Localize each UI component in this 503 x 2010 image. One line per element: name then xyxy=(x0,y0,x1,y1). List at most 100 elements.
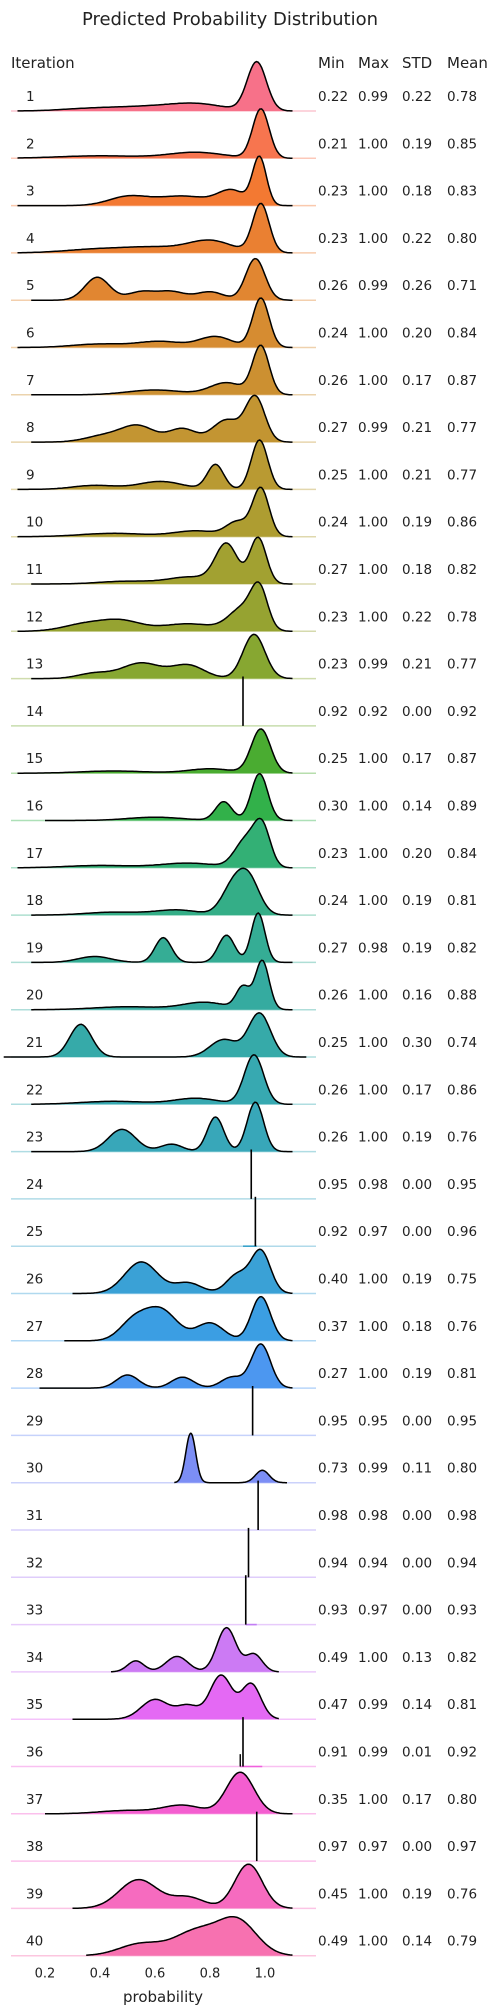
ridge-row-4: 4 0.23 1.00 0.22 0.80 xyxy=(11,202,477,254)
ridge-outline xyxy=(31,536,293,585)
stat-std: 0.22 xyxy=(402,609,432,625)
stat-min: 0.23 xyxy=(318,609,348,625)
ridge-row-27: 27 0.37 1.00 0.18 0.76 xyxy=(11,1295,477,1342)
ridge-outline xyxy=(31,344,293,396)
std-header: STD xyxy=(402,54,432,72)
stat-max: 1.00 xyxy=(358,609,388,625)
ridge-area xyxy=(31,868,293,916)
stat-max: 0.97 xyxy=(358,1603,388,1619)
stat-max: 0.95 xyxy=(358,1413,388,1429)
stat-mean: 0.86 xyxy=(447,1082,477,1098)
stat-mean: 0.81 xyxy=(447,893,477,909)
stat-mean: 0.87 xyxy=(447,751,477,767)
stat-min: 0.26 xyxy=(318,278,348,294)
stat-mean: 0.75 xyxy=(447,1272,477,1288)
stat-max: 1.00 xyxy=(358,1319,388,1335)
ridge-outline xyxy=(45,772,293,822)
stat-min: 0.25 xyxy=(318,467,348,483)
ridge-label: 28 xyxy=(26,1366,43,1382)
stat-min: 0.26 xyxy=(318,988,348,1004)
stat-mean: 0.76 xyxy=(447,1886,477,1902)
iteration-header: Iteration xyxy=(11,54,75,72)
stat-max: 0.99 xyxy=(358,1745,388,1761)
stat-max: 1.00 xyxy=(358,1886,388,1902)
stat-min: 0.92 xyxy=(318,704,348,720)
ridge-area xyxy=(31,345,293,395)
stat-mean: 0.77 xyxy=(447,657,477,673)
ridge-area xyxy=(111,1627,279,1672)
stat-mean: 0.94 xyxy=(447,1555,477,1571)
ridge-row-7: 7 0.26 1.00 0.17 0.87 xyxy=(11,344,477,396)
ridge-outline xyxy=(31,394,293,443)
stat-std: 0.14 xyxy=(402,1697,432,1713)
stat-mean: 0.78 xyxy=(447,609,477,625)
ridge-label: 13 xyxy=(26,657,43,673)
stat-max: 1.00 xyxy=(358,1934,388,1950)
stat-std: 0.21 xyxy=(402,467,432,483)
stat-std: 0.00 xyxy=(402,1508,432,1524)
ridge-outline xyxy=(72,1674,279,1720)
stat-min: 0.97 xyxy=(318,1839,348,1855)
stat-min: 0.27 xyxy=(318,420,348,436)
ridge-outline xyxy=(31,867,293,916)
stat-min: 0.27 xyxy=(318,940,348,956)
stat-min: 0.22 xyxy=(318,89,348,105)
stat-mean: 0.71 xyxy=(447,278,477,294)
ridge-outline xyxy=(72,1248,293,1295)
ridge-area xyxy=(72,1249,293,1294)
stat-min: 0.25 xyxy=(318,1035,348,1051)
ridge-label: 14 xyxy=(26,704,43,720)
stat-std: 0.17 xyxy=(402,751,432,767)
stat-mean: 0.82 xyxy=(447,562,477,578)
stat-std: 0.17 xyxy=(402,1082,432,1098)
ridge-row-32: 32 0.94 0.94 0.00 0.94 xyxy=(11,1527,477,1579)
stat-max: 1.00 xyxy=(358,988,388,1004)
stat-std: 0.30 xyxy=(402,1035,432,1051)
ridge-area xyxy=(17,581,293,632)
stat-max: 1.00 xyxy=(358,467,388,483)
stat-std: 0.20 xyxy=(402,326,432,342)
stat-max: 1.00 xyxy=(358,1035,388,1051)
ridge-row-37: 37 0.35 1.00 0.17 0.80 xyxy=(11,1771,477,1815)
mean-header: Mean xyxy=(447,54,488,72)
ridge-area xyxy=(31,258,293,301)
stat-max: 1.00 xyxy=(358,515,388,531)
stat-mean: 0.84 xyxy=(447,326,477,342)
stat-mean: 0.87 xyxy=(447,373,477,389)
stat-std: 0.19 xyxy=(402,1366,432,1382)
ridge-label: 7 xyxy=(26,373,35,389)
ridge-outline xyxy=(17,297,293,349)
stat-mean: 0.81 xyxy=(447,1366,477,1382)
ridge-label: 36 xyxy=(26,1745,43,1761)
stat-max: 0.99 xyxy=(358,89,388,105)
ridge-outline xyxy=(17,817,293,869)
ridge-area xyxy=(31,537,293,584)
ridge-outline xyxy=(86,1915,293,1956)
stat-std: 0.21 xyxy=(402,657,432,673)
ridge-label: 23 xyxy=(26,1130,43,1146)
ridge-label: 22 xyxy=(26,1082,43,1098)
chart-title: Predicted Probability Distribution xyxy=(82,9,378,30)
ridge-outline xyxy=(45,1771,293,1815)
ridge-area xyxy=(45,1772,293,1814)
x-tick-label: 1.0 xyxy=(255,1967,276,1982)
ridge-row-34: 34 0.49 1.00 0.13 0.82 xyxy=(11,1626,477,1673)
stat-std: 0.00 xyxy=(402,1603,432,1619)
stat-max: 1.00 xyxy=(358,1366,388,1382)
ridge-outline xyxy=(17,581,293,632)
stat-std: 0.00 xyxy=(402,1839,432,1855)
stat-min: 0.26 xyxy=(318,373,348,389)
ridge-row-11: 11 0.27 1.00 0.18 0.82 xyxy=(11,536,477,585)
ridge-area xyxy=(17,729,293,774)
stat-max: 0.98 xyxy=(358,1177,388,1193)
stat-mean: 0.80 xyxy=(447,231,477,247)
ridge-label: 25 xyxy=(26,1224,43,1240)
ridge-label: 30 xyxy=(26,1461,43,1477)
ridge-outline xyxy=(17,60,293,112)
ridge-outline xyxy=(174,1432,287,1484)
ridge-label: 38 xyxy=(26,1839,43,1855)
ridge-row-1: 1 0.22 0.99 0.22 0.78 xyxy=(11,60,477,112)
stat-std: 0.21 xyxy=(402,420,432,436)
ridge-label: 24 xyxy=(26,1177,43,1193)
stat-max: 1.00 xyxy=(358,1082,388,1098)
